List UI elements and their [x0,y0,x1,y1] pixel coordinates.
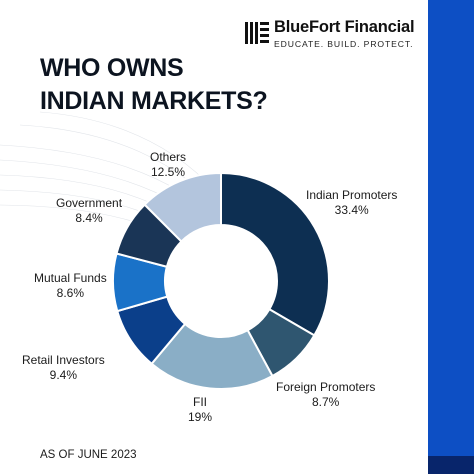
slice-name: FII [193,395,208,409]
title-line-1: WHO OWNS [40,54,184,82]
chart-label-indian-promoters: Indian Promoters 33.4% [306,188,397,218]
donut-hole [166,226,276,336]
brand-name: BlueFort Financial [274,18,415,36]
slice-name: Mutual Funds [34,271,107,285]
donut-slice-indian-promoters [220,171,330,337]
chart-label-foreign-promoters: Foreign Promoters 8.7% [276,380,375,410]
title-line-2: INDIAN MARKETS? [40,87,268,115]
accent-bar [428,0,474,474]
slice-name: Foreign Promoters [276,380,376,394]
brand-tagline: EDUCATE. BUILD. PROTECT. [274,39,414,49]
slice-name: Government [56,196,123,210]
page-title: WHO OWNS INDIAN MARKETS? [40,52,340,118]
chart-label-government: Government 8.4% [56,196,122,226]
slice-value: 9.4% [49,368,78,382]
slice-name: Indian Promoters [306,188,398,202]
chart-label-retail-investors: Retail Investors 9.4% [22,353,105,383]
chart-label-fii: FII 19% [188,395,212,425]
slice-name: Others [150,150,187,164]
slice-value: 8.6% [56,286,85,300]
brand-mark-icon [245,22,269,44]
as-of-date: AS OF JUNE 2023 [40,449,137,461]
slice-value: 12.5% [150,165,186,179]
slice-value: 19% [188,410,213,424]
chart-label-mutual-funds: Mutual Funds 8.6% [34,271,107,301]
slice-value: 8.4% [75,211,103,225]
donut-slice-others [143,171,222,243]
slice-name: Retail Investors [22,353,105,367]
accent-bar-tab [428,456,474,474]
slice-value: 33.4% [334,203,369,217]
chart-label-others: Others 12.5% [150,150,186,180]
slice-value: 8.7% [312,395,340,409]
